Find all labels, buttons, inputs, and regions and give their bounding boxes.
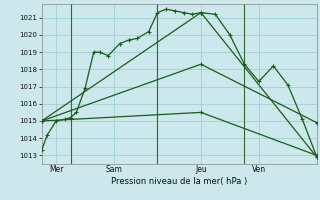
X-axis label: Pression niveau de la mer( hPa ): Pression niveau de la mer( hPa ) <box>111 177 247 186</box>
